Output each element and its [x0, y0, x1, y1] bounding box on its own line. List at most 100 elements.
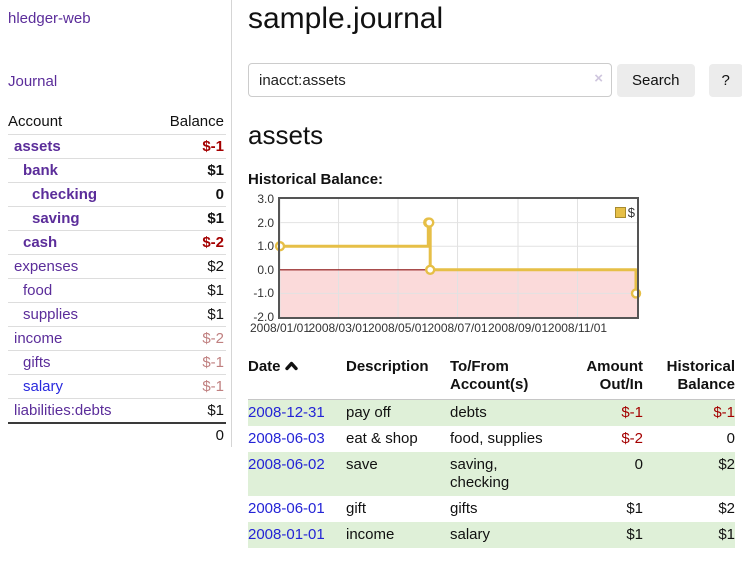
balance-value: $-2	[148, 230, 226, 255]
accounts-col-balance: Balance	[169, 113, 224, 130]
account-link-food[interactable]: food	[23, 282, 53, 299]
brand: hledger-web	[8, 10, 231, 27]
account-link-income[interactable]: income	[14, 330, 63, 347]
register-table: Date Description To/From Account(s) Amou…	[248, 356, 735, 548]
search-field-wrap: ×	[248, 63, 612, 97]
nav-journal: Journal	[8, 73, 231, 90]
account-link-supplies[interactable]: supplies	[23, 306, 79, 323]
accounts-table: Account Balance assets $-1 bank $1 check…	[8, 110, 226, 447]
chart-y-axis: 3.0 2.0 1.0 0.0 -1.0 -2.0	[248, 192, 278, 324]
register-header-row: Date Description To/From Account(s) Amou…	[248, 356, 735, 400]
transaction-balance: $2	[718, 500, 735, 517]
legend-label: $	[627, 205, 635, 220]
account-link-saving[interactable]: saving	[32, 210, 80, 227]
x-axis-tick-label: 2008/07/01	[427, 321, 488, 335]
balance-value: $1	[148, 206, 226, 231]
transaction-accounts: salary	[450, 526, 491, 543]
balance-value: $-1	[148, 374, 226, 399]
transaction-accounts: debts	[450, 404, 487, 421]
balance-value: 0	[148, 182, 226, 207]
balance-value: $1	[148, 278, 226, 303]
accounts-col-account: Account	[8, 113, 63, 130]
transaction-date-link[interactable]: 2008-06-03	[248, 430, 325, 447]
account-row: assets $-1	[8, 134, 226, 159]
account-link-bank[interactable]: bank	[23, 162, 59, 179]
register-row: 2008-06-03 eat & shop food, supplies $-2…	[248, 426, 735, 452]
account-row: expenses $2	[8, 254, 226, 279]
y-axis-tick-label: 0.0	[257, 262, 274, 277]
transaction-description: gift	[346, 500, 367, 517]
register-row: 2008-06-01 gift gifts $1 $2	[248, 496, 735, 522]
chart-canvas	[274, 197, 642, 319]
transaction-amount: $1	[626, 500, 643, 517]
col-accounts: To/From Account(s)	[450, 356, 580, 400]
plot-border	[278, 197, 639, 319]
account-row: supplies $1	[8, 302, 226, 327]
x-axis-tick-label: 2008/05/01	[367, 321, 429, 335]
col-date[interactable]: Date	[248, 356, 346, 400]
data-point-marker	[425, 264, 436, 276]
balance-value: $-1	[148, 350, 226, 375]
balance-value: $2	[148, 254, 226, 279]
sort-ascending-icon	[284, 358, 298, 376]
accounts-header-row: Account Balance	[8, 110, 226, 135]
account-row: saving $1	[8, 206, 226, 231]
y-axis-tick-label: 3.0	[257, 192, 274, 206]
account-link-checking[interactable]: checking	[32, 186, 98, 203]
chart-x-axis: 2008/01/01 2008/03/01 2008/05/01 2008/07/01…	[250, 321, 668, 337]
transaction-balance: $2	[718, 456, 735, 473]
account-row: checking 0	[8, 182, 226, 207]
balance-value: $-2	[148, 326, 226, 351]
search-button[interactable]: Search	[617, 63, 695, 97]
transaction-description: income	[346, 526, 395, 543]
x-axis-tick-label: 2008/11/01	[547, 321, 608, 335]
search-input[interactable]	[248, 63, 612, 97]
account-link-assets[interactable]: assets	[14, 138, 61, 155]
transaction-date-link[interactable]: 2008-01-01	[248, 526, 325, 543]
account-link-salary[interactable]: salary	[23, 378, 64, 395]
account-link-gifts[interactable]: gifts	[23, 354, 51, 371]
accounts-total-row: 0	[8, 422, 226, 447]
account-row: bank $1	[8, 158, 226, 183]
register-row: 2008-12-31 pay off debts $-1 $-1	[248, 399, 735, 426]
legend-swatch-icon	[614, 207, 626, 218]
y-axis-tick-label: 1.0	[257, 239, 274, 254]
chart-legend: $	[614, 205, 635, 220]
chart-plot-area: $	[274, 197, 642, 319]
transaction-accounts: saving, checking	[450, 456, 510, 491]
clear-search-icon[interactable]: ×	[594, 70, 603, 87]
transaction-date-link[interactable]: 2008-12-31	[248, 404, 325, 421]
chart-heading: Historical Balance:	[248, 171, 384, 188]
balance-value: $-1	[148, 134, 226, 159]
balance-chart: 3.0 2.0 1.0 0.0 -1.0 -2.0 $ 2008/01/01 2008/03…	[248, 192, 668, 337]
data-point-marker	[424, 217, 435, 228]
transaction-date-link[interactable]: 2008-06-02	[248, 456, 325, 473]
brand-link[interactable]: hledger-web	[8, 10, 91, 27]
account-row: salary $-1	[8, 374, 226, 399]
balance-value: $1	[148, 398, 226, 423]
y-axis-tick-label: -1.0	[253, 286, 274, 301]
account-link-expenses[interactable]: expenses	[14, 258, 79, 275]
transaction-amount: $-1	[621, 404, 643, 421]
account-row: income $-2	[8, 326, 226, 351]
journal-link[interactable]: Journal	[8, 73, 58, 90]
account-row: liabilities:debts $1	[8, 398, 226, 423]
x-axis-tick-label: 2008/09/01	[487, 321, 549, 335]
transaction-description: save	[346, 456, 378, 473]
account-link-liabilities-debts[interactable]: liabilities:debts	[14, 402, 112, 419]
x-axis-tick-label: 2008/03/01	[308, 321, 369, 335]
account-heading: assets	[248, 120, 324, 150]
y-axis-tick-label: -2.0	[253, 310, 274, 324]
col-balance: Historical Balance	[643, 356, 735, 400]
col-description: Description	[346, 356, 450, 400]
transaction-amount: 0	[634, 456, 643, 473]
search-form: × Search ?	[248, 63, 742, 97]
col-amount: Amount Out/In	[580, 356, 643, 400]
help-button[interactable]: ?	[708, 63, 742, 97]
register-row: 2008-01-01 income salary $1 $1	[248, 522, 735, 548]
account-link-cash[interactable]: cash	[23, 234, 58, 251]
account-row: gifts $-1	[8, 350, 226, 375]
main-content: sample.journal × Search ? assets Histori…	[232, 0, 742, 548]
account-row: cash $-2	[8, 230, 226, 255]
transaction-date-link[interactable]: 2008-06-01	[248, 500, 325, 517]
